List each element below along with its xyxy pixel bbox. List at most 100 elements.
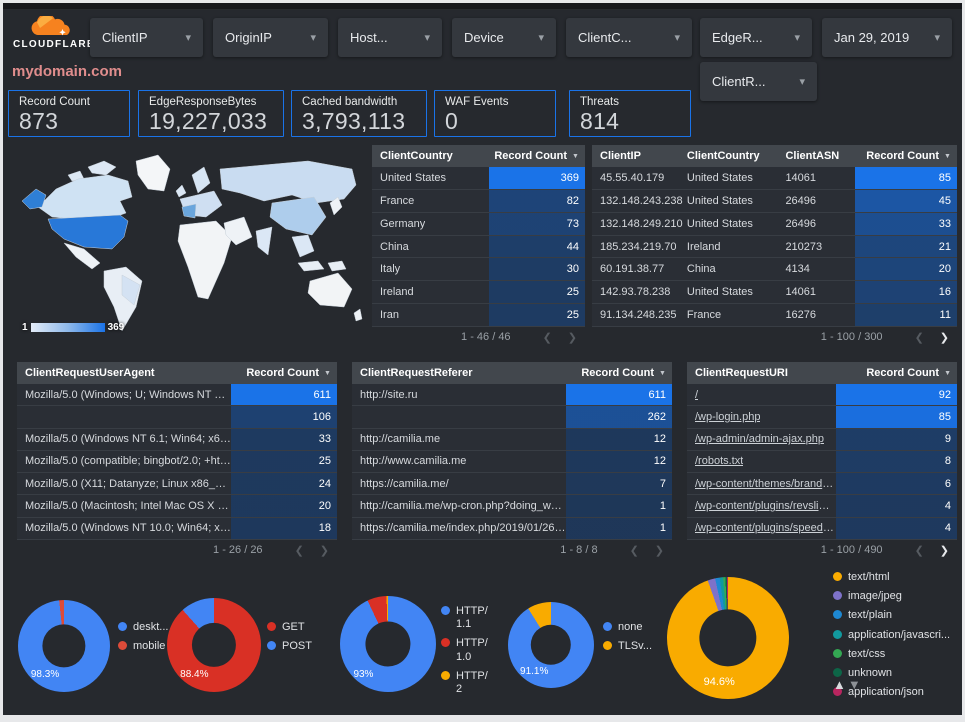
uri-link[interactable]: /robots.txt xyxy=(695,455,744,468)
uri-link[interactable]: /wp-content/plugins/revslider/rs-p... xyxy=(695,500,836,513)
record-count-cell: 20 xyxy=(231,495,337,517)
cell-text: United States xyxy=(686,286,753,299)
filter-edger[interactable]: EdgeR... ▾ xyxy=(700,18,812,57)
legend-item: TLSv... xyxy=(603,640,652,653)
legend-dot-icon xyxy=(833,667,842,677)
filter-clientc[interactable]: ClientC... ▾ xyxy=(566,18,692,57)
filter-label: OriginIP xyxy=(225,30,272,45)
table-row: /robots.txt 8 xyxy=(687,450,957,474)
next-page-icon[interactable]: ❯ xyxy=(567,331,577,344)
legend-label: text/html xyxy=(848,571,890,583)
table-row: Iran 25 xyxy=(372,304,585,328)
data-cell: /wp-login.php xyxy=(687,406,836,427)
record-count-value: 25 xyxy=(566,286,579,299)
legend-item: image/jpeg xyxy=(833,590,950,603)
next-page-icon[interactable]: ❯ xyxy=(939,544,949,557)
data-cell: United States xyxy=(372,167,489,189)
column-header[interactable]: Record Count ▼ xyxy=(566,362,672,384)
cell-text: Italy xyxy=(380,263,401,276)
prev-page-icon[interactable]: ❮ xyxy=(914,544,924,557)
table-row: 91.134.248.235 France 16276 11 xyxy=(592,304,957,328)
legend-item: application/javascri... xyxy=(833,629,950,642)
uri-link[interactable]: /wp-content/themes/brandon/plu... xyxy=(695,477,836,490)
column-header[interactable]: Record Count ▼ xyxy=(855,145,957,167)
uri-link[interactable]: / xyxy=(695,388,699,401)
record-count-value: 85 xyxy=(938,171,951,184)
referer-table: ClientRequestReferer Record Count ▼ http://… xyxy=(352,362,672,560)
cell-text: Iran xyxy=(380,309,399,322)
date-range-filter[interactable]: Jan 29, 2019 ▾ xyxy=(822,18,952,57)
legend-label: GET xyxy=(282,621,305,633)
client-ip-table: ClientIP ClientCountry ClientASN Record Cou… xyxy=(592,145,957,347)
column-header[interactable]: ClientCountry xyxy=(687,145,786,167)
prev-page-icon[interactable]: ❮ xyxy=(542,331,552,344)
column-header-label: ClientRequestReferer xyxy=(360,367,473,379)
table-row: Mozilla/5.0 (X11; Datanyze; Linux x86_64… xyxy=(17,473,337,496)
legend-item: unknown xyxy=(833,667,950,680)
column-header[interactable]: ClientRequestURI xyxy=(687,362,836,384)
legend-dot-icon xyxy=(118,641,127,651)
filter-host[interactable]: Host... ▾ xyxy=(338,18,442,57)
prev-page-icon[interactable]: ❮ xyxy=(294,544,304,557)
filter-clientrequest[interactable]: ClientR... ▾ xyxy=(700,62,817,101)
cell-text: 210273 xyxy=(785,240,823,253)
column-header[interactable]: ClientCountry xyxy=(372,145,489,167)
cell-text: Mozilla/5.0 (Windows NT 6.1; Win64; x64;… xyxy=(25,433,231,446)
data-cell: http://site.ru xyxy=(352,384,566,405)
table-row: /wp-admin/admin-ajax.php 9 xyxy=(687,428,957,451)
sort-down-icon[interactable]: ▼ xyxy=(847,677,863,692)
filter-device[interactable]: Device ▾ xyxy=(452,18,556,57)
legend-item: POST xyxy=(267,640,312,653)
record-count-cell: 106 xyxy=(231,406,337,428)
data-cell: 45.55.40.179 xyxy=(592,167,687,189)
data-cell: /wp-content/plugins/revslider/rs-p... xyxy=(687,495,836,516)
legend-dot-icon xyxy=(267,641,276,651)
uri-link[interactable]: /wp-login.php xyxy=(695,410,761,423)
cell-text: 4134 xyxy=(785,263,810,276)
dashboard-page: CLOUDFLARE ClientIP ▾ OriginIP ▾ Host... ▾ Dev… xyxy=(3,3,962,715)
legend-item: GET xyxy=(267,621,312,634)
table-body: / 92/wp-login.php 85/wp-admin/admin-ajax.p… xyxy=(687,384,957,540)
legend-label: unknown xyxy=(848,666,893,679)
column-header[interactable]: Record Count ▼ xyxy=(231,362,337,384)
next-page-icon[interactable]: ❯ xyxy=(654,544,664,557)
prev-page-icon[interactable]: ❮ xyxy=(914,331,924,344)
table-row: Mozilla/5.0 (Macintosh; Intel Mac OS X 1… xyxy=(17,495,337,518)
legend-sort-arrows[interactable]: ▲▼ xyxy=(833,677,863,692)
uri-link[interactable]: /wp-content/plugins/speed-booste... xyxy=(695,522,836,535)
column-header[interactable]: ClientASN xyxy=(785,145,854,167)
table-body: United States 369 France 82 Germany 73 China 44… xyxy=(372,167,585,328)
next-page-icon[interactable]: ❯ xyxy=(319,544,329,557)
filter-originip[interactable]: OriginIP ▾ xyxy=(213,18,328,57)
table-row: 60.191.38.77 China 4134 20 xyxy=(592,258,957,282)
record-count-cell: 1 xyxy=(566,517,672,539)
data-cell: 60.191.38.77 xyxy=(592,258,687,280)
data-cell: China xyxy=(372,236,489,258)
record-count-value: 4 xyxy=(944,522,951,535)
column-header[interactable]: Record Count ▼ xyxy=(489,145,585,167)
record-count-value: 82 xyxy=(566,194,579,207)
sort-caret-icon: ▼ xyxy=(944,152,951,160)
prev-page-icon[interactable]: ❮ xyxy=(629,544,639,557)
data-cell: United States xyxy=(687,281,786,303)
cell-text: 132.148.249.210 xyxy=(600,217,683,230)
data-cell: United States xyxy=(687,167,786,189)
uri-link[interactable]: /wp-admin/admin-ajax.php xyxy=(695,433,825,446)
next-page-icon[interactable]: ❯ xyxy=(939,331,949,344)
record-count-value: 12 xyxy=(653,433,666,446)
column-header[interactable]: ClientIP xyxy=(592,145,687,167)
column-header-label: ClientIP xyxy=(600,150,641,162)
data-cell: United States xyxy=(687,190,786,212)
sort-up-icon[interactable]: ▲ xyxy=(833,677,848,692)
legend-item: mobile xyxy=(118,640,168,653)
column-header[interactable]: ClientRequestUserAgent xyxy=(17,362,231,384)
data-cell: 14061 xyxy=(785,167,854,189)
data-cell: China xyxy=(687,258,786,280)
column-header[interactable]: Record Count ▼ xyxy=(836,362,958,384)
record-count-value: 33 xyxy=(318,433,331,446)
filter-clientip[interactable]: ClientIP ▾ xyxy=(90,18,203,57)
table-row: /wp-login.php 85 xyxy=(687,406,957,429)
legend: HTTP/1.1 HTTP/1.0 HTTP/2 xyxy=(441,605,493,702)
donut-hole xyxy=(191,622,237,668)
column-header[interactable]: ClientRequestReferer xyxy=(352,362,566,384)
